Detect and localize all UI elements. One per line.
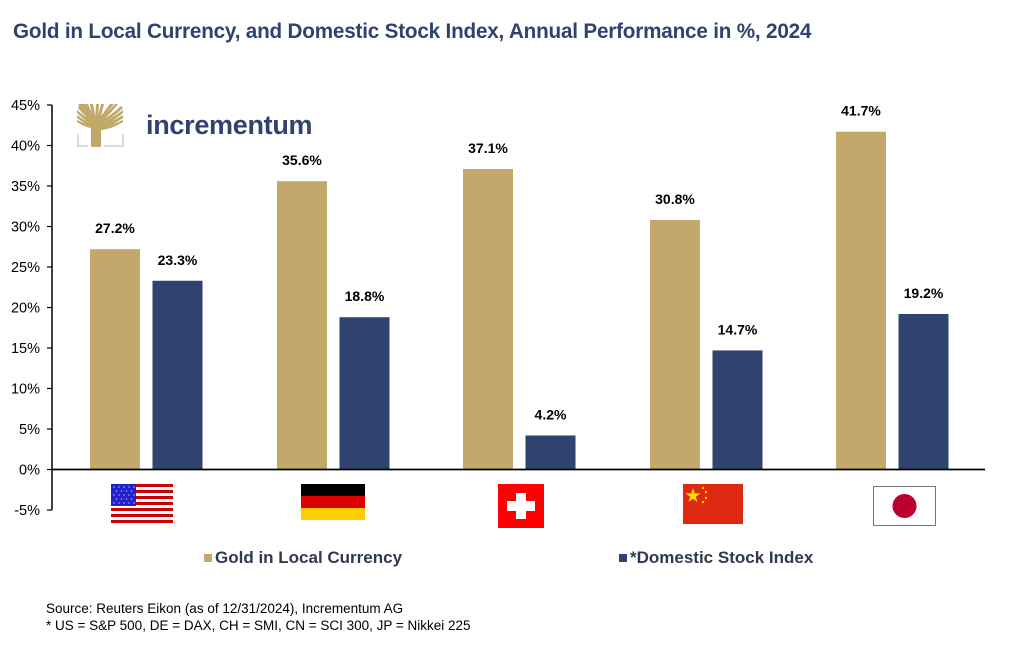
brand-logo: incrementum <box>146 110 313 140</box>
bar-gold-us <box>90 249 140 470</box>
bar-gold-cn <box>650 220 700 470</box>
y-tick-label: 10% <box>11 382 40 398</box>
y-tick-label: 40% <box>11 139 40 155</box>
y-tick-label: 45% <box>11 98 40 114</box>
japan-flag-icon <box>873 486 936 526</box>
y-tick-label: 20% <box>11 301 40 317</box>
source-text: Source: Reuters Eikon (as of 12/31/2024)… <box>46 601 404 616</box>
data-label: 14.7% <box>718 321 758 337</box>
y-axis: -5% 0% 5% 10% 15% 20% 25% 30% 35% 40% 45% <box>11 98 53 519</box>
bar-gold-de <box>277 181 327 470</box>
switzerland-flag-icon <box>498 484 544 528</box>
data-label: 23.3% <box>158 252 198 268</box>
legend-item-gold: Gold in Local Currency <box>204 548 402 568</box>
bar-stock-ch <box>525 435 576 470</box>
legend-label-gold: Gold in Local Currency <box>215 548 403 567</box>
bar-stock-cn <box>712 350 763 470</box>
data-label: 19.2% <box>904 285 944 301</box>
tree-logo-icon <box>77 104 124 147</box>
bar-gold-jp <box>836 131 886 470</box>
data-labels: 27.2% 35.6% 37.1% 30.8% 41.7% 23.3% 18.8% 4.2% 1… <box>95 103 944 423</box>
legend-swatch-gold <box>204 554 212 562</box>
bar-stock-us <box>152 280 203 470</box>
bar-stock-de <box>339 317 390 470</box>
data-label: 27.2% <box>95 220 135 236</box>
source-note: Source: Reuters Eikon (as of 12/31/2024)… <box>46 600 471 634</box>
y-tick-label: 0% <box>19 463 40 479</box>
china-flag-icon <box>683 484 743 524</box>
y-tick-label: 5% <box>19 422 40 438</box>
data-label: 41.7% <box>841 103 881 119</box>
data-label: 18.8% <box>345 288 385 304</box>
chart-title: Gold in Local Currency, and Domestic Sto… <box>13 20 812 43</box>
y-tick-label: 25% <box>11 260 40 276</box>
index-footnote: * US = S&P 500, DE = DAX, CH = SMI, CN =… <box>46 618 471 633</box>
y-tick-label: 15% <box>11 341 40 357</box>
data-label: 4.2% <box>535 406 567 422</box>
legend-swatch-stock <box>619 554 627 562</box>
data-label: 35.6% <box>282 152 322 168</box>
bar-stock-jp <box>898 313 949 470</box>
legend-item-stock: *Domestic Stock Index <box>619 548 813 568</box>
data-label: 30.8% <box>655 191 695 207</box>
y-tick-label: -5% <box>14 503 40 519</box>
bar-gold-ch <box>463 168 513 470</box>
y-tick-label: 30% <box>11 220 40 236</box>
legend-label-stock: *Domestic Stock Index <box>630 548 814 567</box>
y-tick-label: 35% <box>11 179 40 195</box>
bars <box>90 131 949 470</box>
germany-flag-icon <box>301 484 365 520</box>
data-label: 37.1% <box>468 140 508 156</box>
us-flag-icon <box>111 484 173 525</box>
